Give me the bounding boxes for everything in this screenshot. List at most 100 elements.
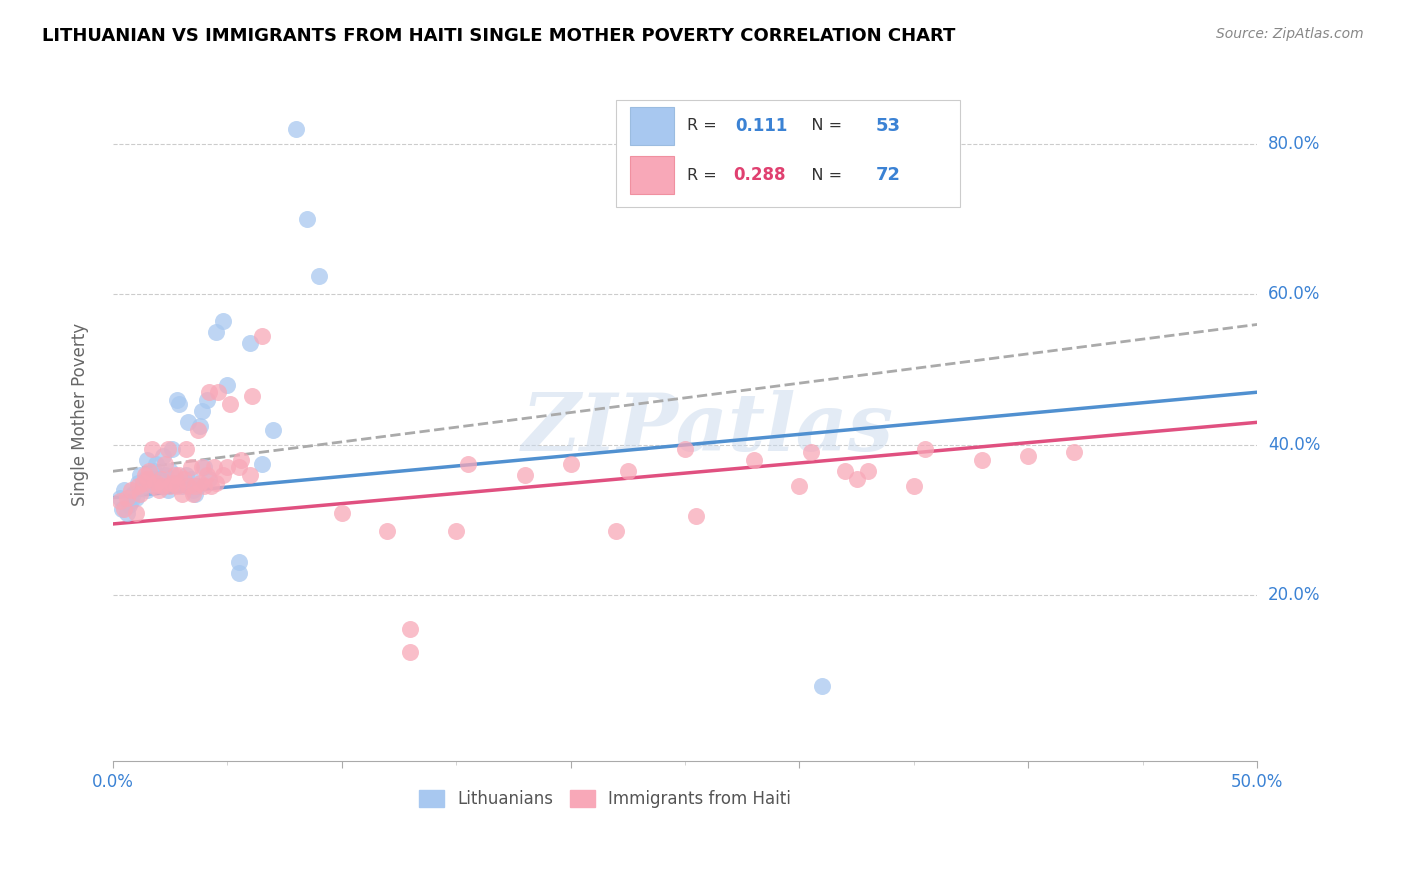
Point — [148, 483, 170, 497]
Point — [115, 491, 138, 505]
Point — [914, 442, 936, 456]
Point — [845, 472, 868, 486]
Y-axis label: Single Mother Poverty: Single Mother Poverty — [72, 323, 89, 507]
Point — [141, 472, 163, 486]
Point — [149, 479, 172, 493]
Point — [444, 524, 467, 539]
Point — [513, 468, 536, 483]
Point — [127, 475, 149, 490]
Point — [170, 479, 193, 493]
Point — [250, 328, 273, 343]
Text: N =: N = — [796, 119, 848, 133]
Point — [191, 404, 214, 418]
Point — [184, 479, 207, 493]
Point — [166, 479, 188, 493]
Point — [217, 377, 239, 392]
Point — [166, 392, 188, 407]
Point — [205, 325, 228, 339]
Point — [163, 468, 186, 483]
Point — [155, 457, 177, 471]
Point — [200, 479, 222, 493]
Point — [457, 457, 479, 471]
Point — [228, 555, 250, 569]
Point — [177, 479, 200, 493]
Point — [120, 494, 142, 508]
Point — [180, 472, 202, 486]
Point — [229, 453, 252, 467]
Point — [120, 483, 142, 497]
Point — [156, 483, 179, 497]
Point — [136, 453, 159, 467]
Text: 0.288: 0.288 — [733, 166, 786, 184]
Point — [177, 415, 200, 429]
Point — [195, 392, 218, 407]
Point — [811, 679, 834, 693]
Point — [685, 509, 707, 524]
Point — [167, 396, 190, 410]
Point — [129, 468, 152, 483]
Point — [162, 475, 184, 490]
Text: ZIPatlas: ZIPatlas — [522, 390, 894, 467]
Point — [145, 475, 167, 490]
Point — [198, 385, 221, 400]
Point — [195, 468, 218, 483]
Text: 60.0%: 60.0% — [1268, 285, 1320, 303]
Point — [284, 121, 307, 136]
Text: R =: R = — [688, 119, 727, 133]
Point — [181, 487, 204, 501]
Point — [297, 212, 319, 227]
Point — [156, 442, 179, 456]
Point — [152, 449, 174, 463]
Point — [125, 491, 148, 505]
Point — [217, 460, 239, 475]
Point — [605, 524, 627, 539]
Point — [186, 423, 208, 437]
Point — [616, 464, 638, 478]
Point — [903, 479, 925, 493]
Point — [207, 385, 229, 400]
Point — [143, 479, 166, 493]
Point — [262, 423, 284, 437]
Point — [112, 483, 135, 497]
Point — [170, 487, 193, 501]
Point — [111, 502, 134, 516]
Point — [1063, 445, 1085, 459]
Text: R =: R = — [688, 168, 723, 183]
Point — [211, 314, 233, 328]
Point — [115, 506, 138, 520]
Point — [149, 472, 172, 486]
Point — [163, 475, 186, 490]
Point — [131, 475, 153, 490]
Text: Source: ZipAtlas.com: Source: ZipAtlas.com — [1216, 27, 1364, 41]
Legend: Lithuanians, Immigrants from Haiti: Lithuanians, Immigrants from Haiti — [412, 783, 797, 815]
Point — [143, 464, 166, 478]
Point — [108, 494, 131, 508]
Point — [800, 445, 823, 459]
Point — [118, 498, 141, 512]
Point — [131, 479, 153, 493]
Point — [560, 457, 582, 471]
Point — [125, 506, 148, 520]
Point — [193, 479, 215, 493]
Point — [134, 468, 156, 483]
Point — [174, 468, 197, 483]
Point — [108, 491, 131, 505]
Point — [138, 464, 160, 478]
Point — [127, 479, 149, 493]
Text: 53: 53 — [876, 117, 901, 135]
Point — [228, 460, 250, 475]
Point — [180, 460, 202, 475]
Point — [218, 396, 240, 410]
Point — [834, 464, 856, 478]
Text: N =: N = — [796, 168, 848, 183]
Point — [186, 479, 208, 493]
Text: 72: 72 — [876, 166, 901, 184]
Point — [972, 453, 994, 467]
Point — [789, 479, 811, 493]
Point — [181, 483, 204, 497]
Point — [134, 472, 156, 486]
Point — [205, 475, 228, 490]
Point — [308, 268, 330, 283]
Point — [198, 472, 221, 486]
Point — [173, 475, 195, 490]
